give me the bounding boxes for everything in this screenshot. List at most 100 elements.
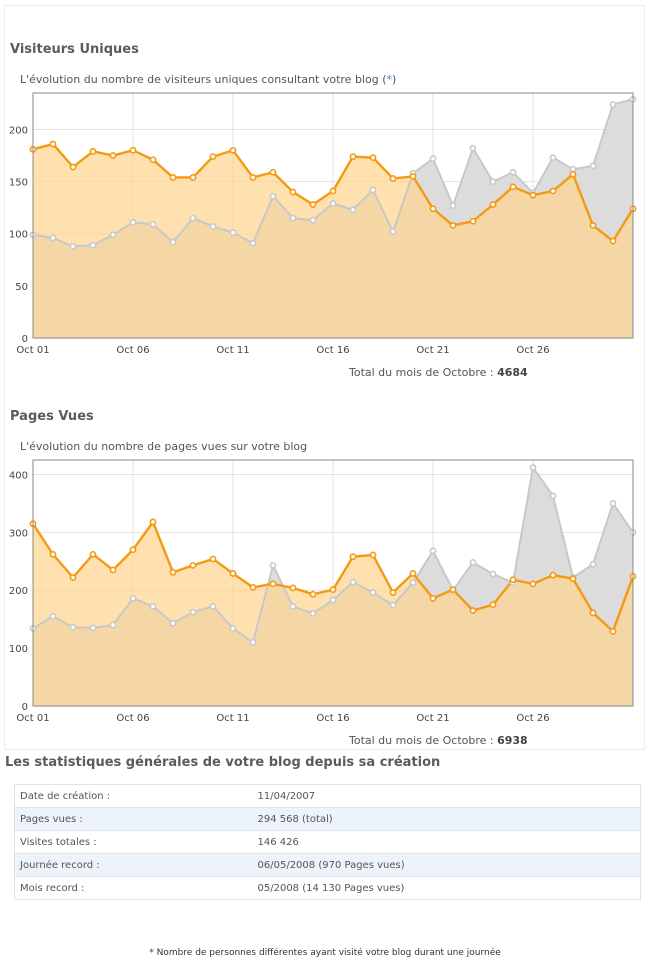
data-point (89, 550, 97, 558)
stats-label: Pages vues : (14, 807, 253, 831)
data-point (449, 222, 457, 229)
stats-value: 05/2008 (14 130 Pages vues) (252, 876, 641, 900)
stats-label: Mois record : (14, 876, 253, 900)
data-point (389, 228, 397, 236)
stats-label: Journée record : (14, 853, 253, 877)
data-point (49, 140, 57, 148)
stats-table: Date de création :11/04/2007 Pages vues :… (14, 784, 641, 900)
data-point (589, 560, 597, 568)
data-point (589, 609, 597, 617)
data-point (549, 492, 557, 500)
data-point (269, 192, 277, 200)
data-point (229, 570, 237, 577)
data-point (549, 571, 557, 579)
data-point (249, 638, 257, 646)
data-point (609, 237, 617, 245)
pages-title: Pages Vues (10, 409, 94, 424)
data-point (249, 583, 257, 591)
data-point (349, 553, 357, 561)
series-area-1 (33, 521, 633, 706)
data-point (429, 155, 437, 163)
data-point (189, 561, 197, 569)
data-point (289, 188, 297, 196)
data-point (369, 186, 377, 194)
stats-row: Visites totales :146 426 (14, 830, 641, 854)
data-point (49, 612, 57, 620)
data-point (329, 200, 337, 207)
visitors-total: Total du mois de Octobre : 4684 (349, 366, 528, 379)
data-point (129, 546, 137, 554)
charts-panel (4, 5, 645, 750)
data-point (109, 621, 117, 629)
footnote-star-link[interactable]: * (386, 73, 392, 86)
data-point (169, 238, 177, 246)
data-point (209, 603, 217, 610)
stats-value: 146 426 (252, 830, 641, 854)
pages-total-value: 6938 (497, 734, 528, 747)
data-point (509, 168, 517, 176)
data-point (69, 242, 77, 250)
y-tick-label: 400 (9, 470, 28, 481)
data-point (329, 596, 337, 604)
data-point (389, 589, 397, 596)
data-point (489, 201, 497, 208)
data-point (309, 216, 317, 224)
data-point (229, 146, 237, 154)
visitors-chart: 0 50 100 150 200 Oct 01 Oct 06 Oct 11 Oct 16 Oct … (9, 92, 637, 356)
data-point (169, 174, 177, 181)
data-point (449, 586, 457, 594)
data-point (89, 241, 97, 249)
x-tick-label: Oct 16 (316, 713, 349, 724)
visitors-title: Visiteurs Uniques (10, 42, 139, 57)
stats-value: 11/04/2007 (252, 784, 641, 808)
y-tick-label: 100 (9, 230, 28, 241)
data-point (289, 214, 297, 222)
data-point (489, 570, 497, 578)
data-point (569, 170, 577, 178)
data-point (149, 603, 157, 610)
data-point (429, 547, 437, 555)
x-tick-label: Oct 06 (116, 345, 149, 356)
x-tick-label: Oct 16 (316, 345, 349, 356)
data-point (109, 152, 117, 159)
x-tick-label: Oct 26 (516, 345, 549, 356)
data-point (609, 500, 617, 507)
y-tick-label: 0 (22, 702, 28, 713)
x-tick-label: Oct 26 (516, 713, 549, 724)
data-point (49, 234, 57, 242)
data-point (189, 608, 197, 616)
data-point (269, 168, 277, 176)
data-point (429, 594, 437, 602)
data-point (349, 206, 357, 214)
data-point (329, 586, 337, 594)
data-point (269, 561, 277, 569)
x-tick-label: Oct 21 (416, 713, 449, 724)
stats-title: Les statistiques générales de votre blog… (5, 755, 441, 770)
data-point (229, 625, 237, 632)
x-tick-label: Oct 01 (16, 345, 49, 356)
y-tick-label: 150 (9, 178, 28, 189)
pages-total: Total du mois de Octobre : 6938 (349, 734, 528, 747)
data-point (149, 220, 157, 228)
data-point (509, 183, 517, 191)
data-point (429, 205, 437, 213)
data-point (109, 231, 117, 239)
data-point (469, 607, 477, 614)
data-point (529, 464, 537, 471)
data-point (69, 623, 77, 631)
x-tick-label: Oct 21 (416, 345, 449, 356)
data-point (289, 584, 297, 592)
visitors-total-value: 4684 (497, 366, 528, 379)
y-tick-label: 50 (15, 282, 28, 293)
stats-row: Date de création :11/04/2007 (14, 784, 641, 808)
stats-row: Pages vues :294 568 (total) (14, 807, 641, 831)
data-point (209, 555, 217, 563)
data-point (309, 609, 317, 617)
data-point (509, 576, 517, 584)
data-point (129, 594, 137, 602)
data-point (389, 601, 397, 609)
data-point (369, 154, 377, 162)
data-point (109, 566, 117, 574)
data-point (609, 627, 617, 635)
data-point (389, 175, 397, 182)
